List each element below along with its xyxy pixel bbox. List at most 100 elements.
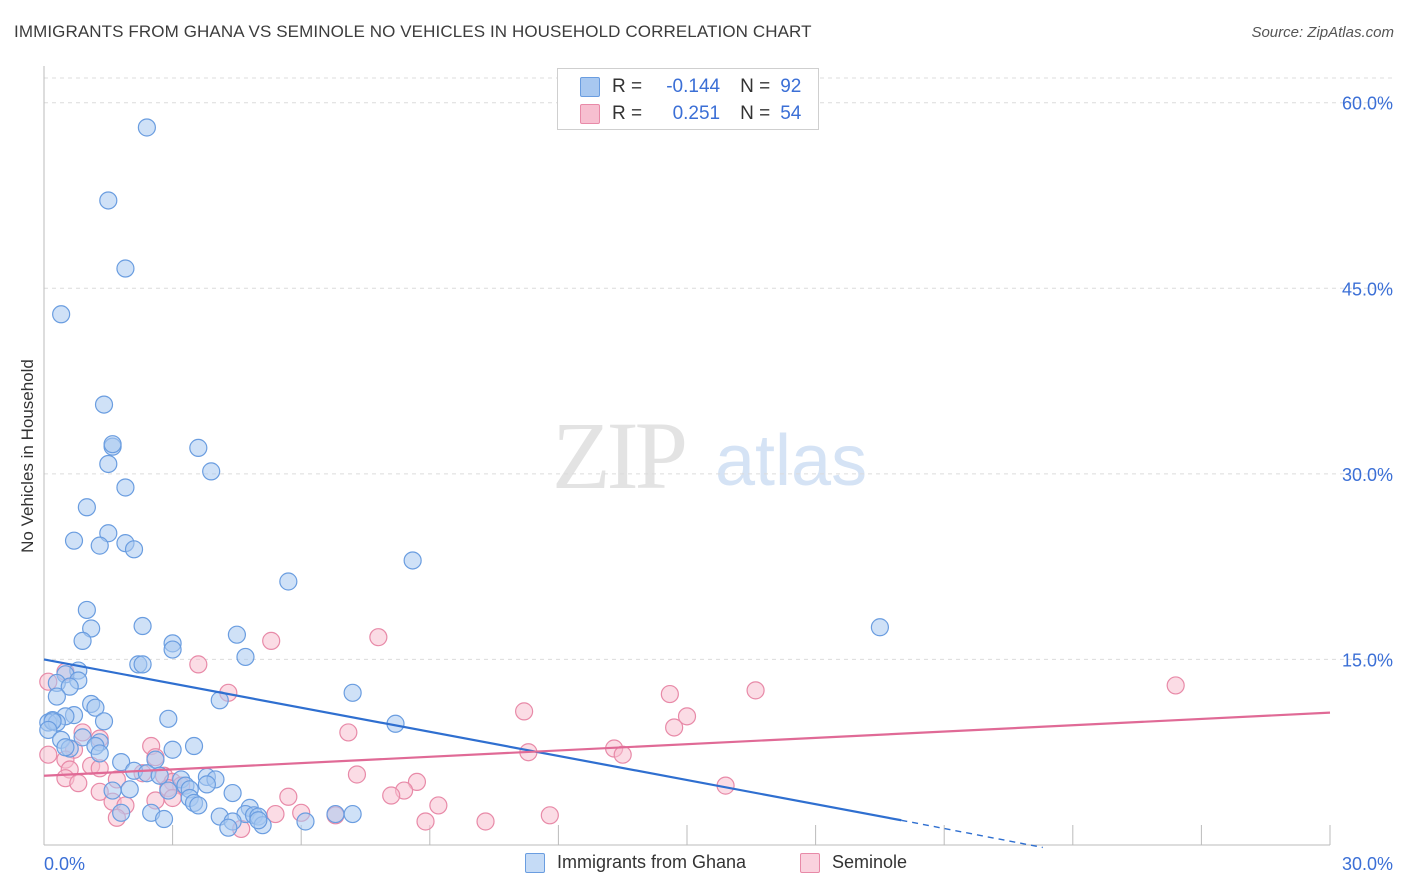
ghana-point <box>73 631 92 650</box>
ghana-point <box>159 709 178 728</box>
ghana-point <box>56 738 75 757</box>
ghana-point <box>403 551 422 570</box>
legend-swatch-ghana <box>580 77 600 97</box>
ghana-point <box>184 736 204 756</box>
legend-swatch-ghana <box>525 852 545 873</box>
ghana-point <box>124 540 144 559</box>
legend-swatch-seminole <box>800 852 820 873</box>
seminole-point <box>39 745 58 764</box>
ghana-point <box>343 683 362 702</box>
seminole-point <box>665 718 684 737</box>
y-tick-label: 15.0% <box>1342 650 1393 670</box>
ghana-point <box>39 720 58 740</box>
legend-label-seminole: Seminole <box>832 852 908 872</box>
chart-title: IMMIGRANTS FROM GHANA VS SEMINOLE NO VEH… <box>14 22 812 41</box>
watermark-atlas: atlas <box>715 421 868 501</box>
ghana-trendline-extension <box>901 819 1043 849</box>
legend-row-seminole: R = 0.251 N = 54 <box>580 102 801 126</box>
n-value: 92 <box>780 76 802 97</box>
ghana-point <box>90 536 109 555</box>
x-tick-label: 30.0% <box>1342 854 1393 874</box>
r-label: R = <box>612 76 643 97</box>
ghana-point <box>112 753 131 772</box>
seminole-point <box>279 787 298 806</box>
ghana-point <box>120 780 139 799</box>
seminole-point <box>429 796 448 815</box>
ghana-point <box>116 259 135 278</box>
ghana-point <box>77 498 96 517</box>
ghana-point <box>163 640 182 659</box>
ghana-point <box>189 438 208 457</box>
seminole-point <box>746 681 765 700</box>
ghana-point <box>86 698 105 717</box>
ghana-point <box>47 687 66 706</box>
y-tick-label: 45.0% <box>1342 279 1393 299</box>
ghana-point <box>227 625 246 644</box>
legend-row-ghana: R = -0.144 N = 92 <box>580 75 801 99</box>
seminole-point <box>613 745 632 764</box>
x-tick-label: 0.0% <box>44 854 85 874</box>
ghana-point <box>112 803 131 822</box>
seminole-point <box>347 765 367 784</box>
legend-swatch-seminole <box>580 104 600 124</box>
ghana-point <box>103 781 122 800</box>
seminole-point <box>382 786 401 805</box>
ghana-point <box>159 781 178 800</box>
ghana-point <box>99 454 118 474</box>
ghana-point <box>133 655 152 674</box>
seminole-point <box>476 812 495 831</box>
ghana-point <box>103 435 122 454</box>
seminole-point <box>1166 676 1185 695</box>
ghana-point <box>90 744 109 763</box>
legend-item-ghana: Immigrants from Ghana <box>525 852 746 873</box>
series-legend: Immigrants from Ghana Seminole <box>0 852 1406 878</box>
ghana-point <box>249 811 268 830</box>
watermark-zip: ZIP <box>552 402 688 509</box>
ghana-point <box>202 462 221 481</box>
ghana-point <box>137 118 156 137</box>
seminole-point <box>407 772 427 792</box>
ghana-point <box>94 395 114 414</box>
ghana-point <box>326 804 345 824</box>
ghana-point <box>197 775 216 794</box>
ghana-point <box>150 766 169 785</box>
n-label: N = <box>740 76 771 97</box>
ghana-point <box>343 804 362 824</box>
seminole-point <box>540 806 559 825</box>
ghana-point <box>99 191 118 210</box>
ghana-point <box>154 809 174 829</box>
ghana-point <box>189 796 208 815</box>
seminole-point <box>369 628 388 647</box>
ghana-point <box>77 600 96 620</box>
y-tick-label: 30.0% <box>1342 465 1393 485</box>
ghana-point <box>296 812 315 831</box>
y-tick-label: 60.0% <box>1342 94 1393 114</box>
source-label: Source: ZipAtlas.com <box>1251 24 1394 41</box>
r-label: R = <box>612 103 643 124</box>
ghana-point <box>52 305 71 324</box>
ghana-point <box>99 524 118 543</box>
ghana-point <box>133 616 152 636</box>
r-value: 0.251 <box>672 103 721 124</box>
ghana-point <box>870 618 890 637</box>
seminole-point <box>515 702 534 721</box>
ghana-point <box>163 740 182 759</box>
ghana-point <box>219 818 238 837</box>
ghana-point <box>223 783 242 803</box>
ghana-point <box>73 728 92 747</box>
ghana-trendline <box>43 658 902 822</box>
seminole-point <box>660 684 679 704</box>
ghana-point <box>279 572 298 591</box>
seminole-point <box>69 774 88 793</box>
n-value: 54 <box>780 103 802 124</box>
seminole-point <box>677 707 697 726</box>
legend-label-ghana: Immigrants from Ghana <box>557 852 747 872</box>
ghana-point <box>60 677 79 696</box>
legend-item-seminole: Seminole <box>800 852 907 873</box>
correlation-legend: R = -0.144 N = 92 R = 0.251 N = 54 <box>557 68 819 130</box>
r-value: -0.144 <box>666 76 721 97</box>
ghana-point <box>64 531 84 550</box>
ghana-point <box>82 619 101 638</box>
seminole-point <box>262 631 281 650</box>
